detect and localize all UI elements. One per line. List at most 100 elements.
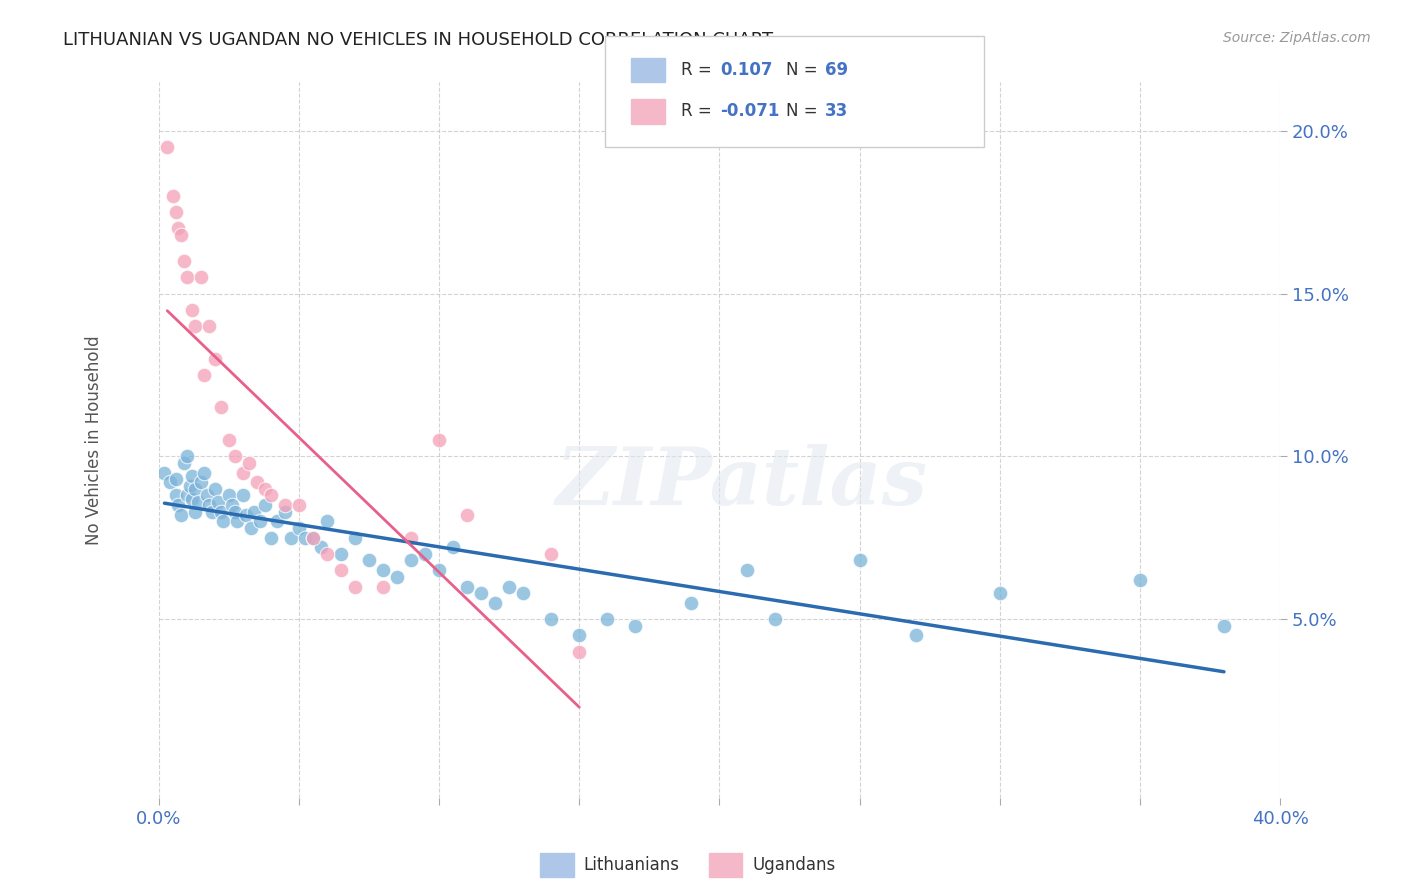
- Text: Source: ZipAtlas.com: Source: ZipAtlas.com: [1223, 31, 1371, 45]
- Point: [198, 498, 221, 512]
- Point: [195, 488, 218, 502]
- Point: [399, 553, 422, 567]
- Point: [456, 580, 478, 594]
- Point: [187, 495, 209, 509]
- Text: LITHUANIAN VS UGANDAN NO VEHICLES IN HOUSEHOLD CORRELATION CHART: LITHUANIAN VS UGANDAN NO VEHICLES IN HOU…: [63, 31, 773, 49]
- Point: [198, 319, 221, 334]
- Point: [371, 580, 394, 594]
- Point: [190, 475, 212, 490]
- Point: [624, 618, 647, 632]
- Point: [302, 531, 325, 545]
- Point: [176, 270, 198, 285]
- Point: [280, 531, 302, 545]
- Point: [212, 515, 235, 529]
- Point: [737, 563, 759, 577]
- Point: [540, 547, 562, 561]
- Text: -0.071: -0.071: [720, 103, 779, 120]
- Point: [167, 221, 190, 235]
- Point: [288, 521, 311, 535]
- Point: [232, 488, 254, 502]
- Point: [427, 433, 450, 447]
- Point: [302, 531, 325, 545]
- Point: [224, 505, 246, 519]
- Text: R =: R =: [681, 61, 717, 78]
- Point: [184, 319, 207, 334]
- Point: [165, 472, 187, 486]
- Point: [274, 505, 297, 519]
- Point: [294, 531, 316, 545]
- Point: [385, 570, 408, 584]
- Point: [330, 563, 353, 577]
- Point: [288, 498, 311, 512]
- Point: [441, 541, 464, 555]
- Point: [266, 515, 288, 529]
- Point: [316, 515, 339, 529]
- Point: [181, 302, 204, 317]
- Text: R =: R =: [681, 103, 717, 120]
- Point: [596, 612, 619, 626]
- Point: [456, 508, 478, 522]
- Point: [512, 586, 534, 600]
- Point: [165, 488, 187, 502]
- Point: [226, 515, 249, 529]
- Point: [904, 628, 927, 642]
- Point: [568, 628, 591, 642]
- Text: 69: 69: [825, 61, 848, 78]
- Point: [173, 254, 195, 268]
- Point: [193, 368, 215, 382]
- Point: [238, 456, 260, 470]
- Point: [224, 450, 246, 464]
- Point: [207, 495, 229, 509]
- Text: ZIPatlas: ZIPatlas: [555, 444, 928, 522]
- Text: Lithuanians: Lithuanians: [583, 856, 679, 874]
- Point: [254, 498, 277, 512]
- Point: [765, 612, 787, 626]
- Point: [1213, 618, 1236, 632]
- Point: [260, 488, 283, 502]
- Text: N =: N =: [786, 61, 823, 78]
- Point: [159, 475, 181, 490]
- Point: [221, 498, 243, 512]
- Point: [357, 553, 380, 567]
- Text: 0.107: 0.107: [720, 61, 772, 78]
- Point: [254, 482, 277, 496]
- Point: [568, 645, 591, 659]
- Point: [413, 547, 436, 561]
- Point: [235, 508, 257, 522]
- Text: Ugandans: Ugandans: [752, 856, 835, 874]
- Point: [156, 140, 179, 154]
- Point: [201, 505, 224, 519]
- Point: [153, 466, 176, 480]
- Point: [173, 456, 195, 470]
- Point: [218, 488, 240, 502]
- Point: [540, 612, 562, 626]
- Point: [681, 596, 703, 610]
- Point: [344, 531, 367, 545]
- Point: [371, 563, 394, 577]
- Point: [240, 521, 263, 535]
- Point: [204, 482, 226, 496]
- Text: N =: N =: [786, 103, 823, 120]
- Point: [399, 531, 422, 545]
- Point: [162, 189, 184, 203]
- Point: [260, 531, 283, 545]
- Point: [204, 351, 226, 366]
- Point: [1129, 573, 1152, 587]
- Point: [193, 466, 215, 480]
- Point: [330, 547, 353, 561]
- Point: [484, 596, 506, 610]
- Text: 33: 33: [825, 103, 849, 120]
- Point: [311, 541, 333, 555]
- Y-axis label: No Vehicles in Household: No Vehicles in Household: [86, 335, 103, 545]
- Point: [181, 468, 204, 483]
- Point: [243, 505, 266, 519]
- Point: [427, 563, 450, 577]
- Point: [498, 580, 520, 594]
- Point: [344, 580, 367, 594]
- Point: [184, 505, 207, 519]
- Point: [316, 547, 339, 561]
- Point: [246, 475, 269, 490]
- Point: [176, 450, 198, 464]
- Point: [165, 205, 187, 219]
- Point: [848, 553, 870, 567]
